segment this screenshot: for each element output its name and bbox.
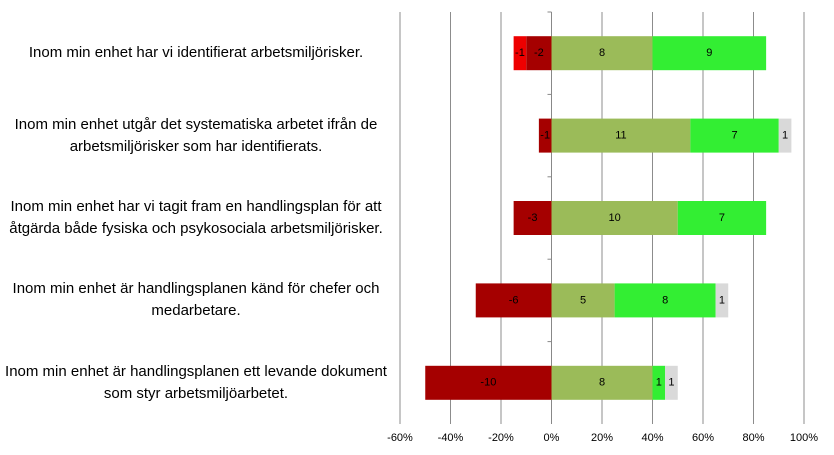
data-label: 5: [580, 294, 586, 306]
data-label: 1: [668, 377, 674, 389]
x-tick-label: 80%: [742, 432, 764, 444]
bar-segment: [677, 201, 767, 235]
y-tick-label: Inom min enhet har vi tagit fram en hand…: [9, 198, 383, 237]
bar-segment: [778, 118, 792, 153]
data-label: 7: [732, 130, 738, 142]
data-label: 8: [599, 377, 605, 389]
x-tick-label: -40%: [438, 432, 464, 444]
data-label: -6: [509, 294, 519, 306]
data-label: -1: [540, 130, 550, 142]
data-label: 1: [656, 377, 662, 389]
bar-segment: [551, 201, 678, 235]
y-tick-label: Inom min enhet är handlingsplanen ett le…: [5, 362, 387, 402]
data-label: -2: [534, 47, 544, 59]
data-label: 1: [782, 130, 788, 142]
data-label: 8: [599, 47, 605, 59]
bar-segment: [526, 36, 552, 71]
bar-segment: [551, 36, 653, 71]
x-tick-label: 0%: [544, 432, 560, 444]
y-tick-label: Inom min enhet utgår det systematiska ar…: [14, 115, 378, 155]
data-label: -3: [528, 212, 538, 224]
data-label: 1: [719, 294, 725, 306]
data-label: -10: [480, 377, 496, 389]
x-tick-label: -60%: [387, 432, 413, 444]
bar-segment: [538, 118, 552, 153]
data-label: 9: [706, 47, 712, 59]
bar-segment: [690, 118, 779, 153]
data-label: -1: [515, 47, 525, 59]
y-tick-label: Inom min enhet är handlingsplanen känd f…: [12, 280, 380, 320]
bar-segment: [513, 36, 527, 71]
x-tick-label: 100%: [790, 432, 818, 444]
bar-segment: [652, 36, 767, 71]
x-tick-label: 40%: [641, 432, 663, 444]
x-tick-label: 20%: [591, 432, 613, 444]
data-label: 7: [719, 212, 725, 224]
bar-segment: [513, 201, 552, 235]
data-label: 8: [662, 294, 668, 306]
data-label: 10: [609, 212, 621, 224]
bar-segment: [614, 283, 716, 318]
bar-segment: [715, 283, 729, 318]
bar-segment: [475, 283, 552, 318]
bar-segment: [551, 283, 615, 318]
bar-segment: [551, 118, 691, 153]
bar-segment: [652, 365, 666, 400]
x-tick-label: 60%: [692, 432, 714, 444]
y-tick-label: Inom min enhet har vi identifierat arbet…: [28, 44, 364, 62]
data-label: 11: [615, 130, 626, 142]
bar-segment: [665, 365, 678, 400]
x-tick-label: -20%: [488, 432, 514, 444]
bar-segment: [425, 365, 552, 400]
bar-segment: [551, 365, 653, 400]
